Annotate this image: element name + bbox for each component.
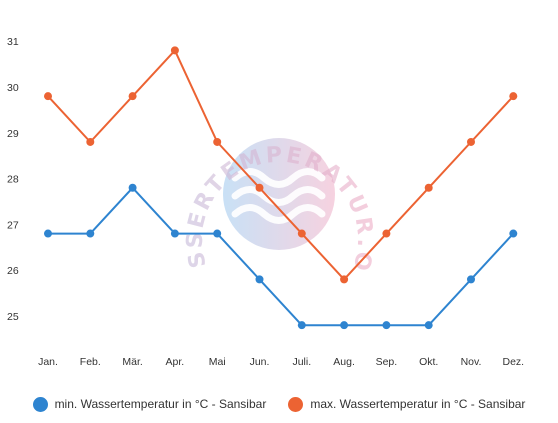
x-tick-label: Mai — [209, 356, 226, 368]
data-point[interactable] — [467, 275, 475, 284]
y-tick-label: 28 — [7, 174, 19, 186]
data-point[interactable] — [467, 137, 475, 146]
data-point[interactable] — [297, 229, 306, 238]
data-point[interactable] — [509, 229, 518, 238]
data-point[interactable] — [213, 229, 222, 238]
data-point[interactable] — [128, 92, 137, 101]
y-tick-label: 27 — [7, 219, 19, 231]
x-tick-label: Nov. — [461, 356, 482, 368]
x-tick-label: Dez. — [503, 356, 525, 368]
data-point[interactable] — [170, 229, 179, 238]
data-point[interactable] — [44, 92, 52, 101]
x-tick-label: Sep. — [376, 356, 398, 368]
data-point[interactable] — [86, 229, 95, 238]
series-line-max — [47, 49, 515, 281]
watermark-logo: WASSERTEMPERATUR.ORG — [0, 0, 377, 276]
data-point[interactable] — [509, 92, 518, 101]
data-point[interactable] — [44, 229, 52, 238]
series-line-min — [48, 186, 515, 327]
y-tick-label: 26 — [7, 265, 19, 277]
data-point[interactable] — [213, 137, 222, 146]
data-point[interactable] — [170, 46, 179, 55]
x-tick-label: Okt. — [419, 356, 438, 368]
legend-label-min: min. Wassertemperatur in °C - Sansibar — [54, 397, 267, 411]
data-point[interactable] — [297, 321, 306, 330]
x-tick-label: Apr. — [166, 356, 185, 368]
x-axis-ticks: Jan. Feb. Mär. Apr. Mai Jun. Juli. Aug. Sep. Okt.… — [38, 356, 524, 368]
data-point[interactable] — [255, 275, 264, 284]
legend-marker-min — [32, 396, 48, 412]
y-tick-label: 25 — [7, 311, 19, 323]
legend-item-max[interactable]: max. Wassertemperatur in °C - Sansibar — [288, 396, 526, 412]
data-point[interactable] — [424, 321, 433, 330]
y-axis-ticks: 25 26 27 28 29 30 31 — [7, 36, 19, 323]
x-tick-label: Feb. — [80, 356, 101, 368]
legend: min. Wassertemperatur in °C - Sansibar m… — [0, 392, 558, 416]
x-tick-label: Aug. — [333, 356, 355, 368]
data-point[interactable] — [340, 275, 349, 284]
data-point[interactable] — [340, 321, 349, 330]
legend-marker-max — [288, 396, 304, 412]
svg-text:WASSERTEMPERATUR.ORG: WASSERTEMPERATUR.ORG — [0, 0, 377, 276]
series-layer — [44, 46, 518, 330]
x-tick-label: Mär. — [122, 356, 142, 368]
legend-item-min[interactable]: min. Wassertemperatur in °C - Sansibar — [32, 396, 267, 412]
data-point[interactable] — [382, 321, 391, 330]
legend-label-max: max. Wassertemperatur in °C - Sansibar — [310, 397, 526, 411]
y-tick-label: 30 — [7, 82, 19, 94]
x-tick-label: Jan. — [38, 356, 58, 368]
x-tick-label: Juli. — [292, 356, 311, 368]
data-point[interactable] — [86, 137, 95, 146]
data-point[interactable] — [128, 183, 137, 192]
data-point[interactable] — [424, 183, 433, 192]
data-point[interactable] — [255, 183, 264, 192]
x-tick-label: Jun. — [250, 356, 270, 368]
data-point[interactable] — [382, 229, 391, 238]
y-tick-label: 29 — [7, 128, 19, 140]
y-tick-label: 31 — [7, 36, 19, 48]
